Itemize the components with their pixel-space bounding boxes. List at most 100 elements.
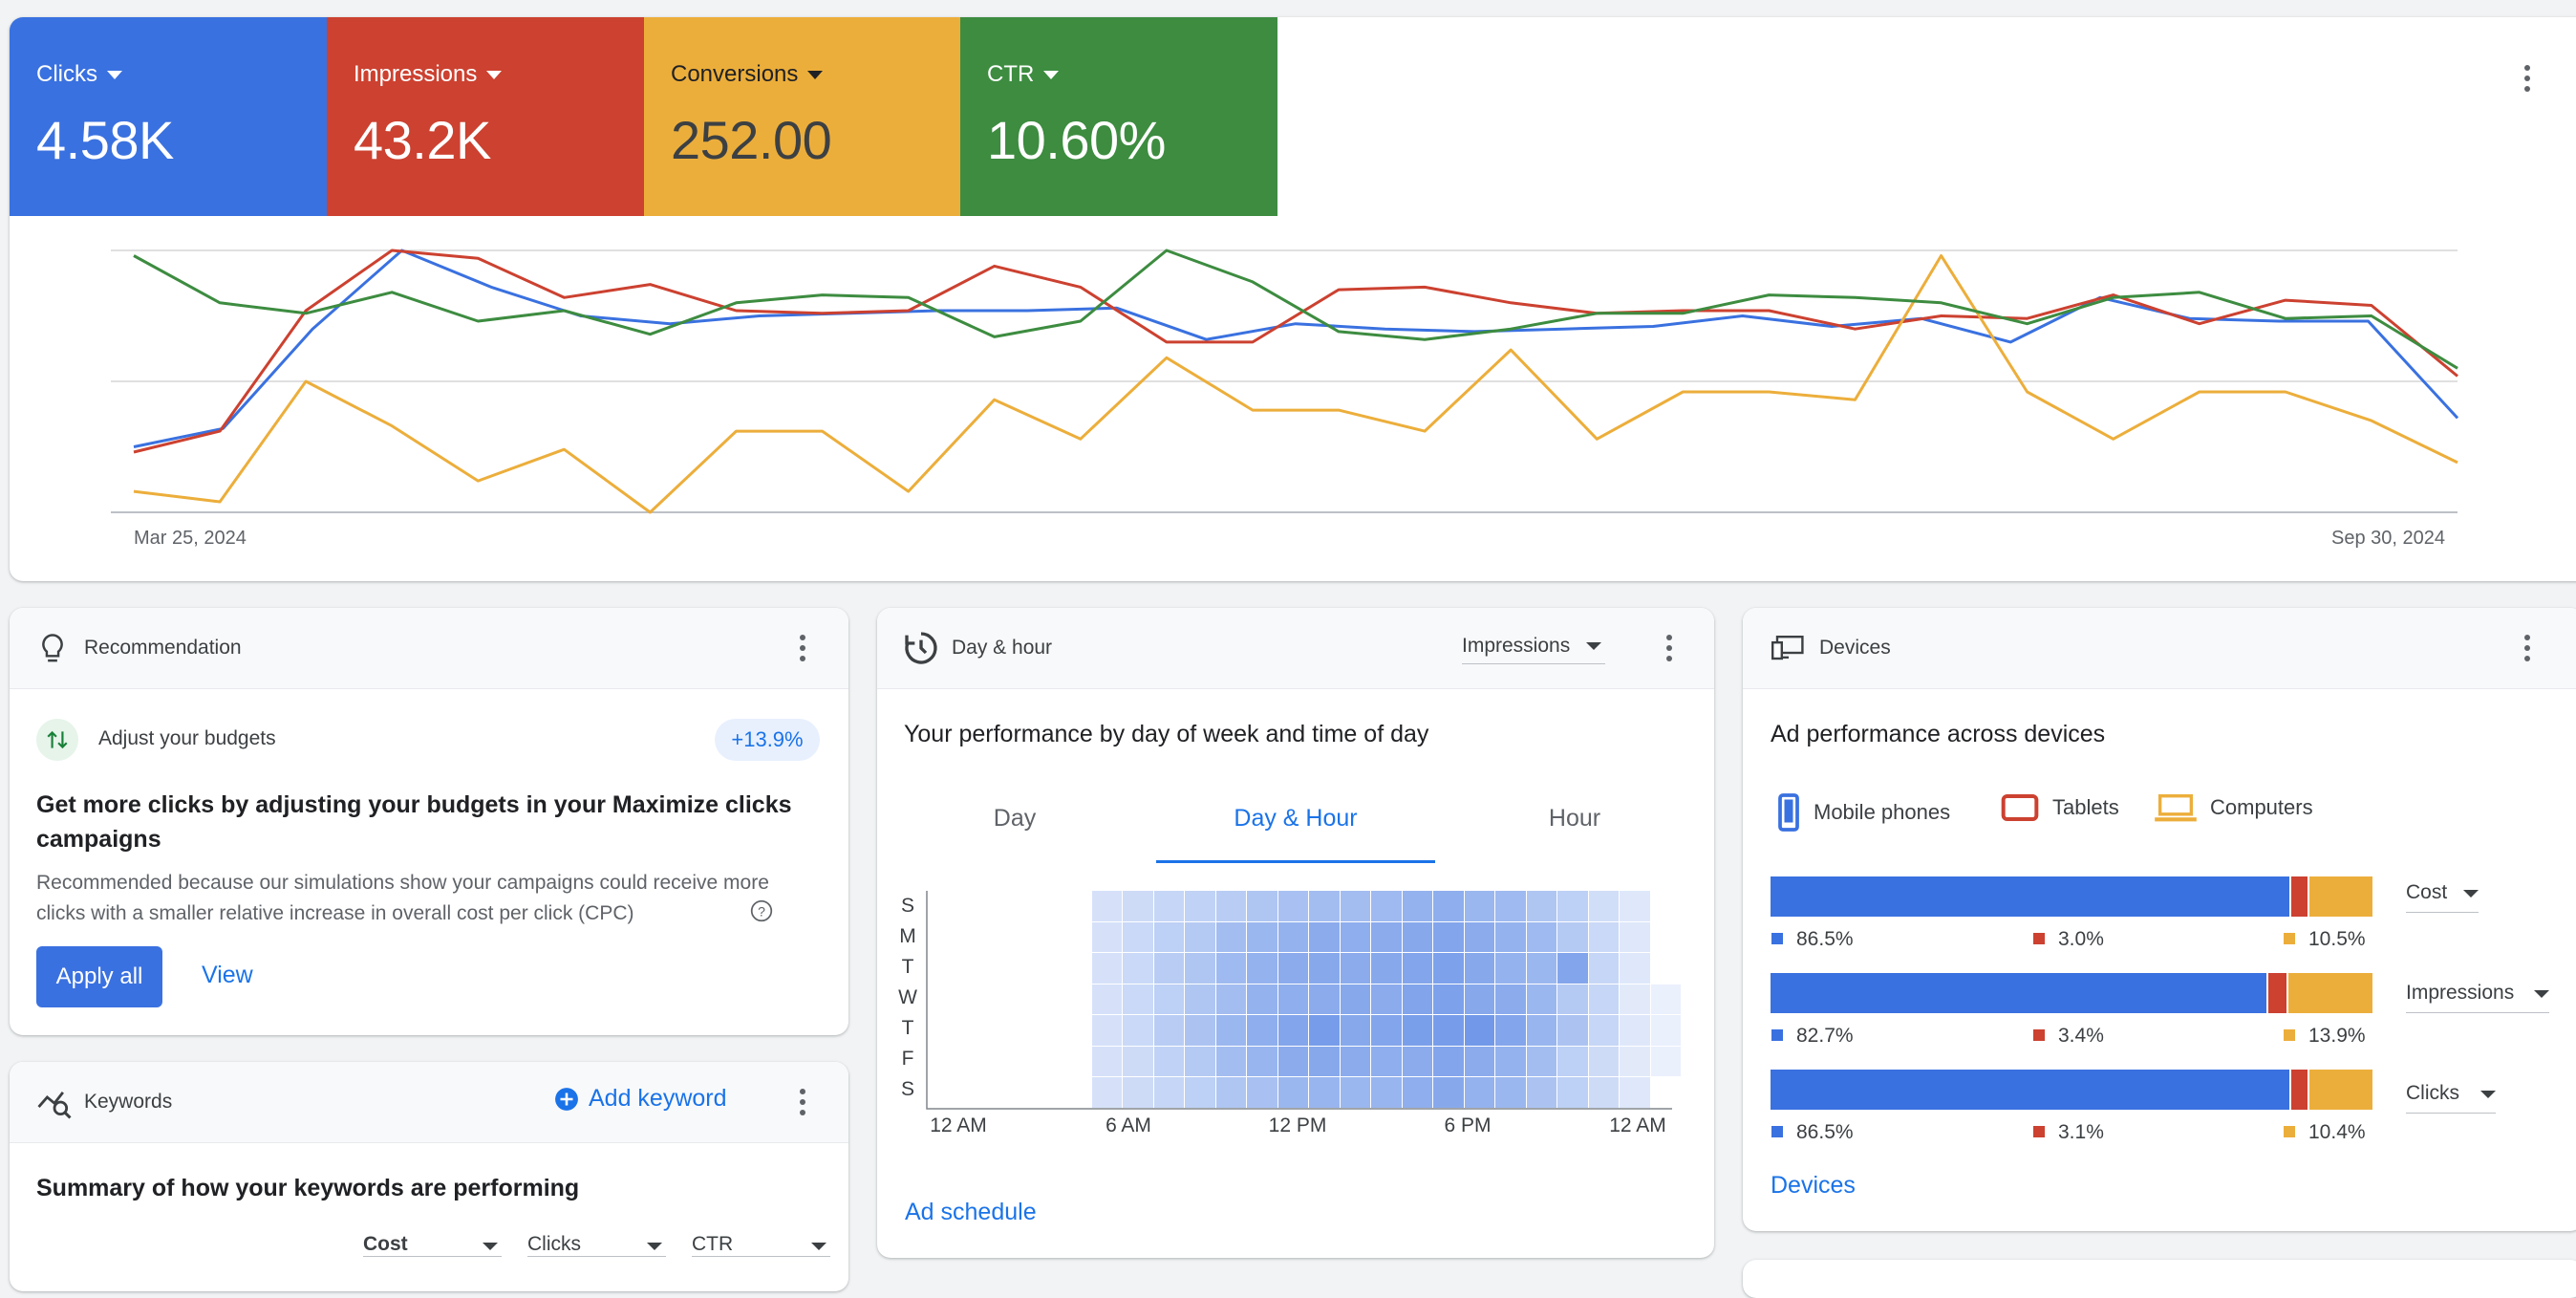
heatmap-cell[interactable] bbox=[1495, 984, 1526, 1014]
heatmap-cell[interactable] bbox=[1557, 1077, 1588, 1108]
heatmap-cell[interactable] bbox=[1495, 1046, 1526, 1076]
heatmap-cell[interactable] bbox=[1277, 1077, 1308, 1108]
heatmap-cell[interactable] bbox=[1526, 953, 1556, 984]
heatmap-cell[interactable] bbox=[1433, 1077, 1464, 1108]
heatmap-cell[interactable] bbox=[1153, 1046, 1184, 1076]
keywords-column-select-ctr[interactable]: CTR bbox=[692, 1233, 830, 1257]
heatmap-cell[interactable] bbox=[1153, 921, 1184, 952]
heatmap-cell[interactable] bbox=[1215, 984, 1246, 1014]
heatmap-cell[interactable] bbox=[1464, 1015, 1494, 1046]
heatmap-cell[interactable] bbox=[1526, 921, 1556, 952]
heatmap-cell[interactable] bbox=[1123, 1015, 1153, 1046]
heatmap-cell[interactable] bbox=[1185, 1046, 1215, 1076]
heatmap-cell[interactable] bbox=[1557, 953, 1588, 984]
heatmap-cell[interactable] bbox=[1091, 984, 1122, 1014]
heatmap-cell[interactable] bbox=[1526, 984, 1556, 1014]
heatmap-cell[interactable] bbox=[1526, 891, 1556, 921]
heatmap-cell[interactable] bbox=[1247, 984, 1277, 1014]
heatmap-cell[interactable] bbox=[1247, 921, 1277, 952]
heatmap-cell[interactable] bbox=[1650, 1046, 1681, 1076]
heatmap-cell[interactable] bbox=[1464, 891, 1494, 921]
kpi-ctr[interactable]: CTR 10.60% bbox=[960, 17, 1277, 216]
heatmap-cell[interactable] bbox=[1309, 953, 1340, 984]
heatmap-cell[interactable] bbox=[1620, 1046, 1650, 1076]
heatmap-cell[interactable] bbox=[1620, 1015, 1650, 1046]
heatmap-cell[interactable] bbox=[1495, 1015, 1526, 1046]
heatmap-cell[interactable] bbox=[1091, 891, 1122, 921]
heatmap-cell[interactable] bbox=[1464, 953, 1494, 984]
ad-schedule-link[interactable]: Ad schedule bbox=[905, 1199, 1037, 1225]
heatmap-cell[interactable] bbox=[1371, 891, 1402, 921]
heatmap-cell[interactable] bbox=[1185, 1077, 1215, 1108]
keywords-more-icon[interactable] bbox=[788, 1083, 817, 1121]
heatmap-cell[interactable] bbox=[1588, 984, 1619, 1014]
heatmap-cell[interactable] bbox=[1464, 1046, 1494, 1076]
heatmap-cell[interactable] bbox=[1309, 891, 1340, 921]
heatmap-cell[interactable] bbox=[1215, 921, 1246, 952]
heatmap-cell[interactable] bbox=[1309, 921, 1340, 952]
heatmap-cell[interactable] bbox=[1557, 1046, 1588, 1076]
keywords-column-select-cost[interactable]: Cost bbox=[363, 1233, 502, 1257]
heatmap-cell[interactable] bbox=[1215, 1077, 1246, 1108]
heatmap-cell[interactable] bbox=[1371, 1046, 1402, 1076]
heatmap-cell[interactable] bbox=[1277, 921, 1308, 952]
heatmap-cell[interactable] bbox=[1464, 984, 1494, 1014]
heatmap-cell[interactable] bbox=[1402, 921, 1432, 952]
heatmap-cell[interactable] bbox=[1091, 921, 1122, 952]
heatmap-cell[interactable] bbox=[1650, 984, 1681, 1014]
heatmap-cell[interactable] bbox=[1433, 953, 1464, 984]
heatmap-cell[interactable] bbox=[1185, 921, 1215, 952]
devices-link[interactable]: Devices bbox=[1771, 1172, 1856, 1199]
help-icon[interactable]: ? bbox=[749, 898, 774, 923]
heatmap-cell[interactable] bbox=[1402, 1077, 1432, 1108]
heatmap-cell[interactable] bbox=[1277, 1015, 1308, 1046]
overview-more-icon[interactable] bbox=[2513, 59, 2542, 97]
heatmap-cell[interactable] bbox=[1433, 1015, 1464, 1046]
view-link[interactable]: View bbox=[202, 962, 253, 988]
add-keyword-button[interactable]: Add keyword bbox=[554, 1085, 727, 1113]
heatmap-cell[interactable] bbox=[1185, 891, 1215, 921]
device-metric-select-impressions[interactable]: Impressions bbox=[2406, 982, 2549, 1013]
heatmap-cell[interactable] bbox=[1340, 984, 1370, 1014]
heatmap-cell[interactable] bbox=[1588, 891, 1619, 921]
heatmap-cell[interactable] bbox=[1620, 921, 1650, 952]
heatmap-cell[interactable] bbox=[1433, 921, 1464, 952]
heatmap-cell[interactable] bbox=[1091, 953, 1122, 984]
heatmap-cell[interactable] bbox=[1620, 953, 1650, 984]
heatmap-cell[interactable] bbox=[1091, 1015, 1122, 1046]
heatmap-cell[interactable] bbox=[1588, 1077, 1619, 1108]
heatmap-cell[interactable] bbox=[1247, 1046, 1277, 1076]
heatmap-cell[interactable] bbox=[1215, 1015, 1246, 1046]
heatmap-cell[interactable] bbox=[1277, 891, 1308, 921]
heatmap-cell[interactable] bbox=[1215, 953, 1246, 984]
heatmap-cell[interactable] bbox=[1464, 921, 1494, 952]
heatmap-cell[interactable] bbox=[1371, 1077, 1402, 1108]
heatmap-cell[interactable] bbox=[1247, 1077, 1277, 1108]
heatmap-cell[interactable] bbox=[1340, 1015, 1370, 1046]
heatmap-cell[interactable] bbox=[1340, 921, 1370, 952]
heatmap-cell[interactable] bbox=[1153, 953, 1184, 984]
heatmap-cell[interactable] bbox=[1464, 1077, 1494, 1108]
heatmap-cell[interactable] bbox=[1247, 891, 1277, 921]
heatmap-cell[interactable] bbox=[1433, 891, 1464, 921]
heatmap-cell[interactable] bbox=[1402, 984, 1432, 1014]
heatmap-cell[interactable] bbox=[1371, 1015, 1402, 1046]
heatmap-cell[interactable] bbox=[1153, 891, 1184, 921]
heatmap-cell[interactable] bbox=[1402, 953, 1432, 984]
heatmap-cell[interactable] bbox=[1557, 984, 1588, 1014]
kpi-impressions[interactable]: Impressions 43.2K bbox=[327, 17, 644, 216]
heatmap-cell[interactable] bbox=[1557, 1015, 1588, 1046]
heatmap-cell[interactable] bbox=[1277, 953, 1308, 984]
heatmap-cell[interactable] bbox=[1588, 1015, 1619, 1046]
heatmap-cell[interactable] bbox=[1340, 1046, 1370, 1076]
heatmap-cell[interactable] bbox=[1277, 984, 1308, 1014]
heatmap-cell[interactable] bbox=[1309, 984, 1340, 1014]
heatmap-cell[interactable] bbox=[1123, 1046, 1153, 1076]
kpi-clicks[interactable]: Clicks 4.58K bbox=[10, 17, 327, 216]
heatmap-cell[interactable] bbox=[1433, 1046, 1464, 1076]
device-metric-select-clicks[interactable]: Clicks bbox=[2406, 1082, 2496, 1114]
recommendation-more-icon[interactable] bbox=[788, 629, 817, 667]
heatmap-cell[interactable] bbox=[1123, 891, 1153, 921]
heatmap-cell[interactable] bbox=[1309, 1077, 1340, 1108]
metric-select[interactable]: Impressions bbox=[1462, 635, 1605, 664]
